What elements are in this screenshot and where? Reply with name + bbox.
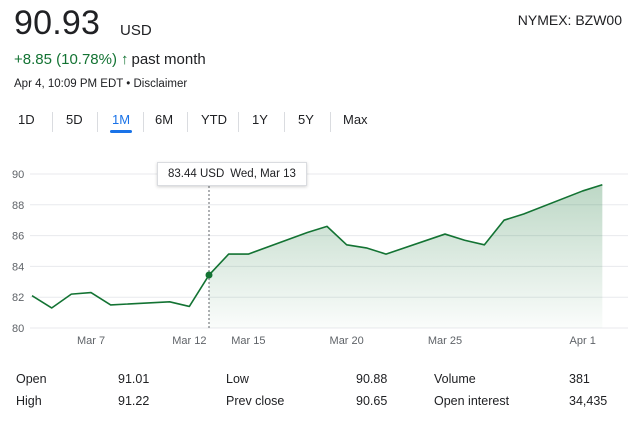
stat-prev-close-value: 90.65 [356,394,388,408]
highlight-point [205,271,213,279]
x-tick-label: Mar 25 [428,335,462,347]
tab-divider [97,112,98,132]
stat-open-interest-label: Open interest [434,394,510,408]
tab-max[interactable]: Max [343,112,368,127]
tab-6m[interactable]: 6M [155,112,174,127]
tab-1y[interactable]: 1Y [252,112,268,127]
stat-open-label: Open [16,372,47,386]
tab-ytd[interactable]: YTD [201,112,227,127]
y-tick-label: 86 [12,231,24,243]
x-tick-label: Apr 1 [570,335,596,347]
up-arrow-icon: ↑ [121,51,129,68]
x-tick-label: Mar 15 [231,335,265,347]
change-value: +8.85 (10.78%) [14,51,117,68]
change-period: past month [131,51,206,68]
stat-low-value: 90.88 [356,372,388,386]
tab-divider [330,112,331,132]
tab-divider [284,112,285,132]
price-chart[interactable]: 80 82 84 86 88 90 Mar 7 Mar 12 Mar 15 Mar 20 Mar 2… [0,150,640,360]
y-tick-label: 82 [12,292,24,304]
stat-open-value: 91.01 [118,372,150,386]
x-tick-label: Mar 12 [172,335,206,347]
x-tick-label: Mar 7 [77,335,105,347]
exchange-symbol: NYMEX: BZW00 [517,12,622,28]
tooltip-date: Wed, Mar 13 [230,168,296,180]
stat-high-value: 91.22 [118,394,150,408]
tab-1m[interactable]: 1M [109,112,133,133]
tab-5y[interactable]: 5Y [298,112,314,127]
y-tick-label: 80 [12,323,24,335]
y-tick-label: 90 [12,169,24,181]
chart-tooltip: 83.44 USD Wed, Mar 13 [157,162,307,186]
tab-divider [143,112,144,132]
y-tick-label: 88 [12,200,24,212]
tab-divider [52,112,53,132]
price-change: +8.85 (10.78%) ↑ past month [14,51,206,68]
timestamp-disclaimer: Apr 4, 10:09 PM EDT • Disclaimer [14,78,188,90]
tooltip-value: 83.44 USD [168,168,225,180]
stat-open-interest-value: 34,435 [569,394,608,408]
tab-5d[interactable]: 5D [66,112,83,127]
y-tick-label: 84 [12,261,24,273]
tab-divider [187,112,188,132]
current-price: 90.93 [14,4,101,42]
stat-volume-label: Volume [434,372,476,386]
price-line [31,184,603,309]
tab-divider [238,112,239,132]
stat-volume-value: 381 [569,372,590,386]
stat-prev-close-label: Prev close [226,394,285,408]
currency-label: USD [120,22,152,39]
x-tick-label: Mar 20 [330,335,364,347]
tab-1d[interactable]: 1D [18,112,35,127]
stat-high-label: High [16,394,42,408]
stat-low-label: Low [226,372,249,386]
